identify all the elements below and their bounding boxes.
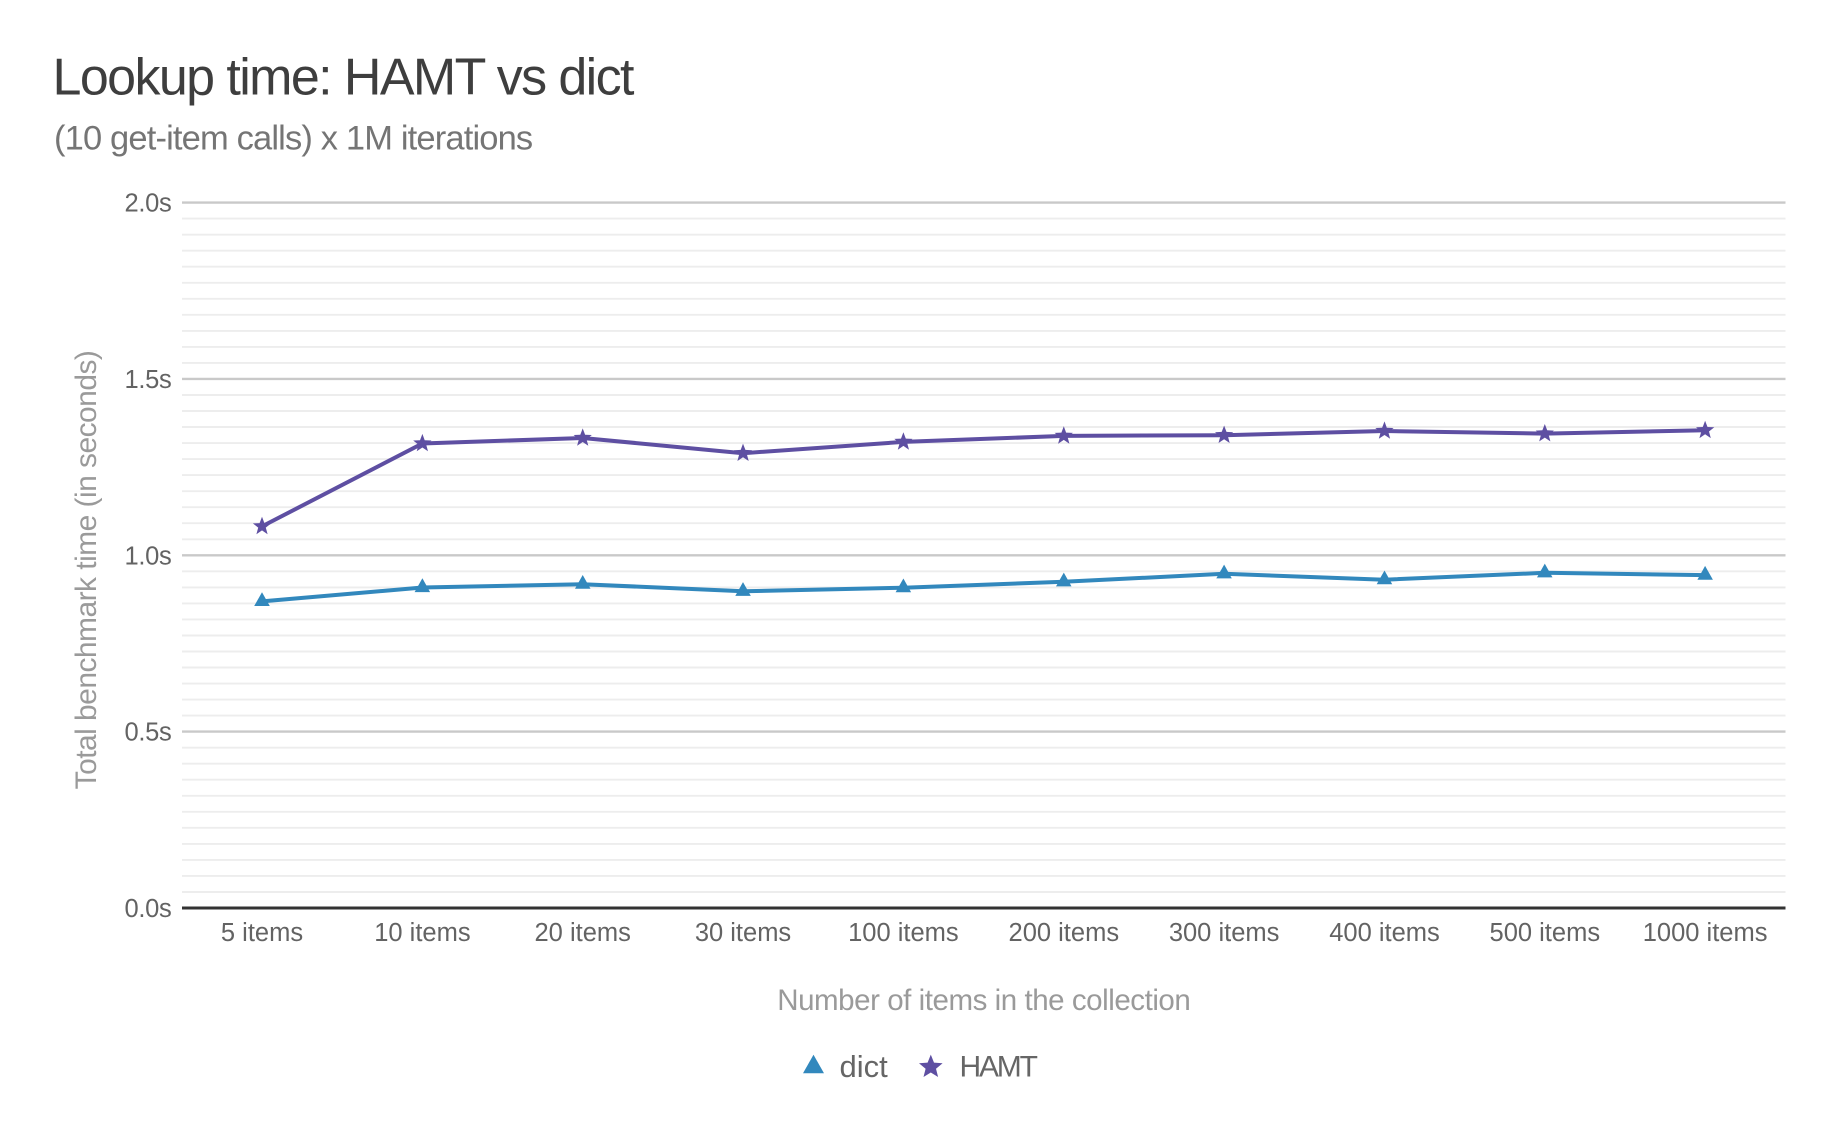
svg-text:Lookup time: HAMT vs dict: Lookup time: HAMT vs dict xyxy=(53,49,636,107)
svg-text:5 items: 5 items xyxy=(221,919,303,947)
svg-text:0.5s: 0.5s xyxy=(125,719,172,747)
svg-text:Number of items in the collect: Number of items in the collection xyxy=(777,984,1190,1017)
svg-text:20 items: 20 items xyxy=(535,919,631,947)
svg-text:30 items: 30 items xyxy=(695,919,791,947)
svg-text:300 items: 300 items xyxy=(1169,919,1280,947)
svg-text:1.0s: 1.0s xyxy=(125,542,172,570)
svg-text:400 items: 400 items xyxy=(1329,919,1440,947)
svg-text:1.5s: 1.5s xyxy=(125,366,172,394)
svg-text:(10 get-item calls) x 1M itera: (10 get-item calls) x 1M iterations xyxy=(54,120,532,158)
svg-text:HAMT: HAMT xyxy=(960,1051,1038,1084)
svg-text:10 items: 10 items xyxy=(374,919,470,947)
svg-text:500 items: 500 items xyxy=(1490,919,1601,947)
svg-text:Total benchmark time (in secon: Total benchmark time (in seconds) xyxy=(70,351,103,790)
svg-text:dict: dict xyxy=(840,1049,889,1084)
svg-text:2.0s: 2.0s xyxy=(125,190,172,218)
svg-text:0.0s: 0.0s xyxy=(125,895,172,923)
svg-text:1000 items: 1000 items xyxy=(1643,919,1768,947)
svg-text:200 items: 200 items xyxy=(1009,919,1120,947)
svg-text:100 items: 100 items xyxy=(848,919,959,947)
